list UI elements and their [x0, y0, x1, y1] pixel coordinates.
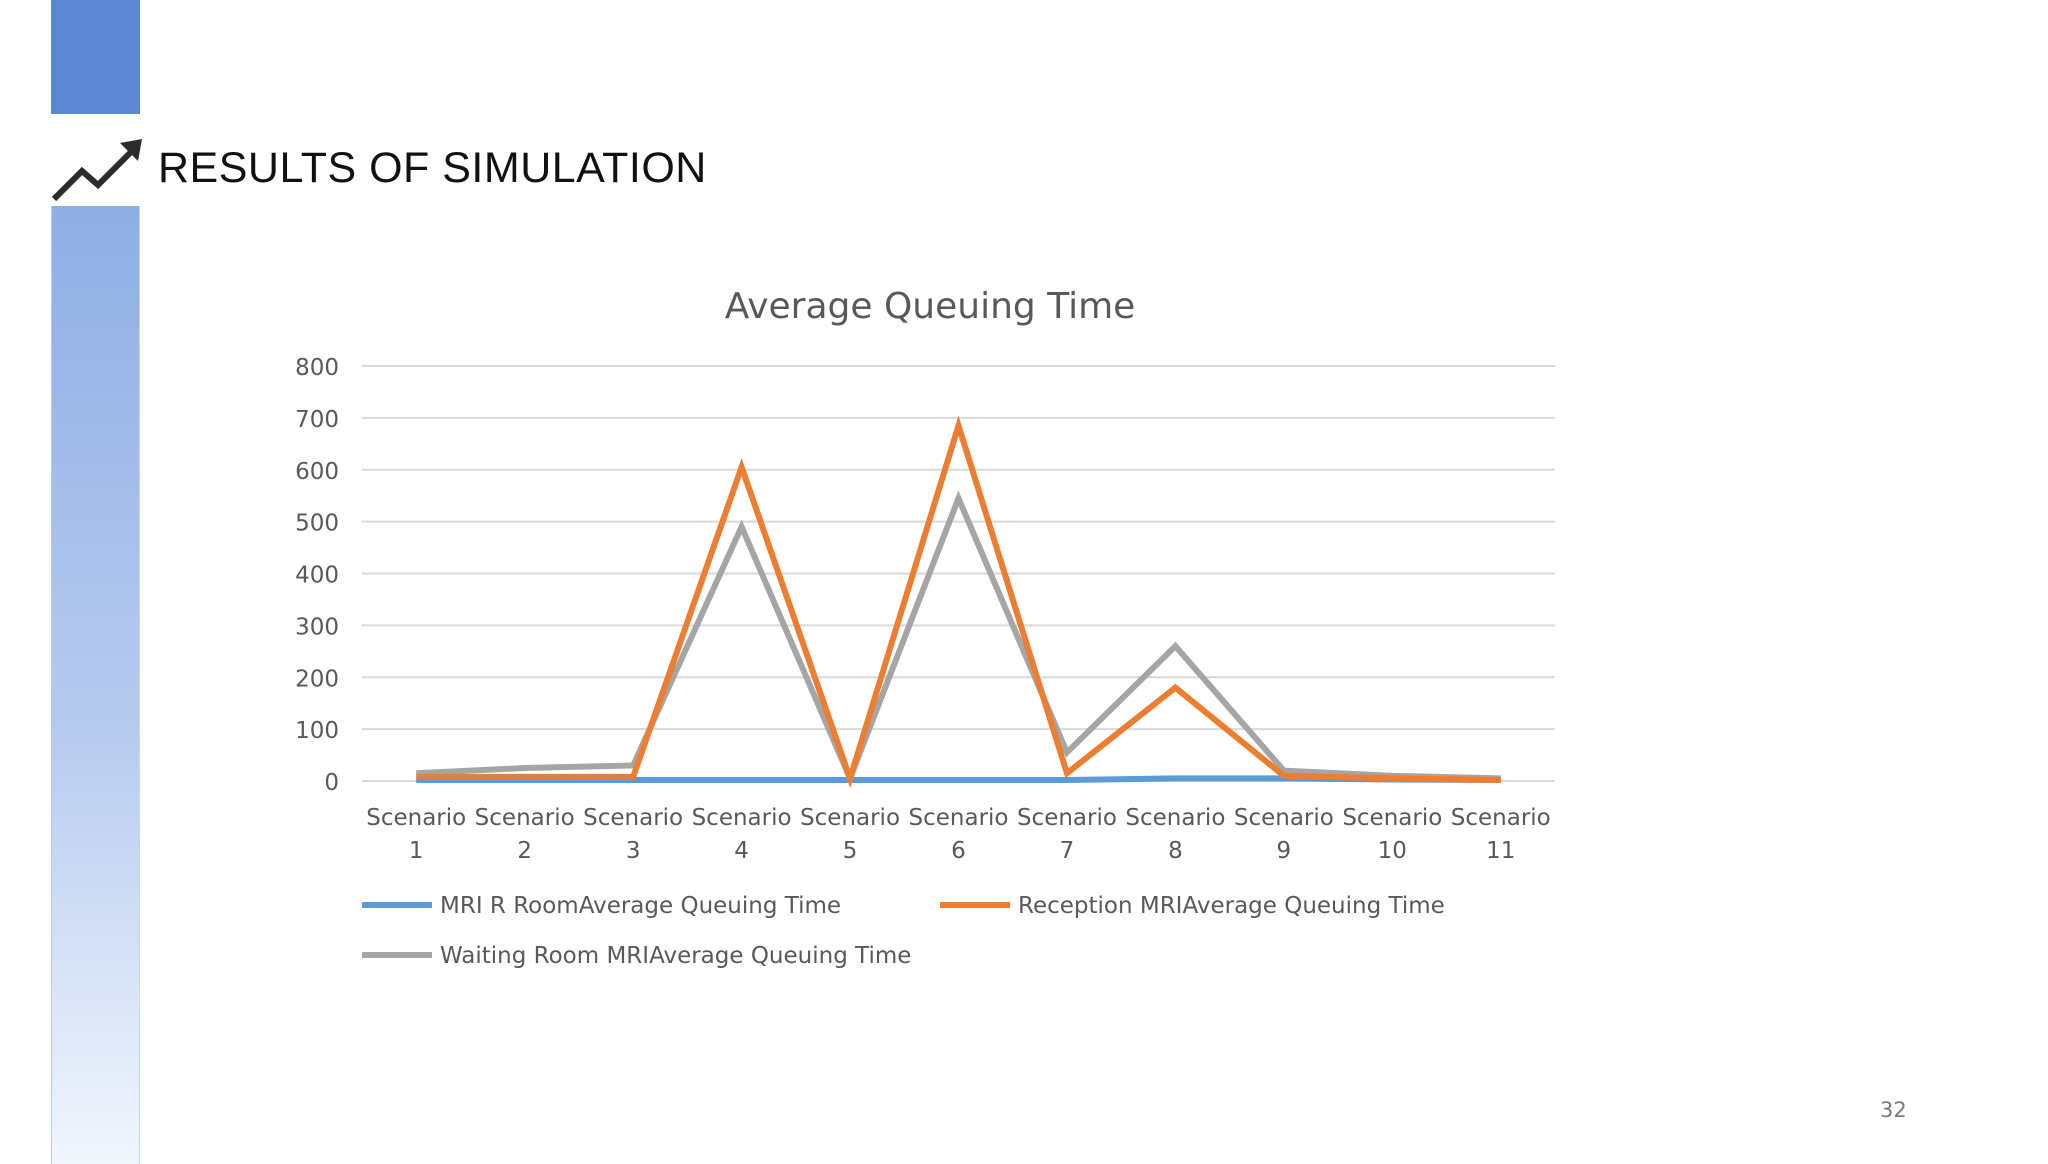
x-tick-label: Scenario 3 — [583, 805, 683, 864]
chart-y-ticks: 0 100 200 300 400 500 600 700 800 — [295, 355, 339, 796]
series-line-1 — [416, 490, 1501, 787]
y-tick-label: 100 — [295, 718, 339, 744]
trend-up-arrow-icon — [52, 139, 142, 202]
chart-legend: MRI R RoomAverage Queuing Time Reception … — [362, 893, 1445, 969]
legend-label-2: Reception MRIAverage Queuing Time — [1018, 893, 1445, 919]
x-tick-label: Scenario 10 — [1342, 805, 1442, 864]
y-tick-label: 500 — [295, 511, 339, 537]
legend-label-0: MRI R RoomAverage Queuing Time — [440, 893, 841, 919]
chart-title: Average Queuing Time — [725, 286, 1136, 327]
x-tick-label: Scenario 2 — [475, 805, 575, 864]
accent-bar-gradient — [51, 206, 140, 1164]
x-tick-label: Scenario 4 — [692, 805, 792, 864]
y-tick-label: 400 — [295, 563, 339, 589]
y-tick-label: 300 — [295, 614, 339, 640]
x-tick-label: Scenario 8 — [1125, 805, 1225, 864]
legend-label-1: Waiting Room MRIAverage Queuing Time — [440, 943, 911, 969]
y-tick-label: 0 — [324, 770, 339, 796]
series-line-2 — [416, 415, 1501, 789]
x-tick-label: Scenario 9 — [1234, 805, 1334, 864]
y-tick-label: 200 — [295, 666, 339, 692]
x-tick-label: Scenario 5 — [800, 805, 900, 864]
x-tick-label: Scenario 11 — [1451, 805, 1551, 864]
slide-number: 32 — [1880, 1098, 1907, 1122]
slide-title: RESULTS OF SIMULATION — [158, 144, 707, 192]
accent-block-top — [51, 0, 140, 114]
y-tick-label: 600 — [295, 459, 339, 485]
chart-series — [416, 415, 1501, 789]
x-tick-label: Scenario 6 — [909, 805, 1009, 864]
y-tick-label: 700 — [295, 407, 339, 433]
x-tick-label: Scenario 1 — [366, 805, 466, 864]
y-tick-label: 800 — [295, 355, 339, 381]
x-tick-label: Scenario 7 — [1017, 805, 1117, 864]
